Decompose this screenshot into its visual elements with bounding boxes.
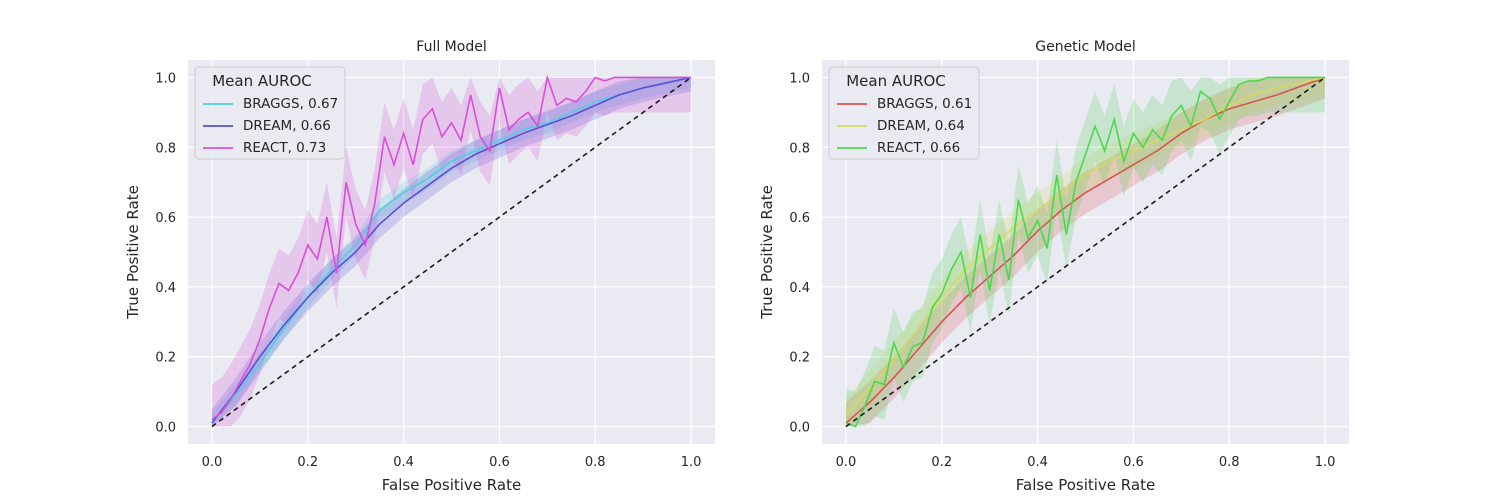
series-line: [211, 76, 692, 424]
series-line: [845, 76, 1326, 417]
legend-box: [828, 66, 980, 160]
y-tick-label: 1.0: [155, 71, 176, 86]
legend-entry: BRAGGS, 0.61: [877, 96, 972, 112]
x-axis-label: False Positive Rate: [1016, 476, 1155, 494]
x-tick-label: 0.8: [1219, 455, 1240, 470]
series-line: [211, 74, 692, 421]
chart-panel-1: 0.0 0.2 0.4 0.6 0.8 1.0 0.0 0.2 0.4 0.6 0.8 1.0 Full…: [124, 39, 715, 494]
legend: Mean AUROC BRAGGS, 0.67 DREAM, 0.66 REACT, …: [194, 66, 346, 160]
legend-entry: REACT, 0.66: [877, 140, 960, 156]
x-tick-label: 0.4: [393, 455, 414, 470]
y-axis-label: True Positive Rate: [124, 185, 142, 320]
x-axis-label: False Positive Rate: [382, 476, 521, 494]
x-tick-label: 0.6: [489, 455, 510, 470]
y-tick-label: 1.0: [789, 71, 810, 86]
x-tick-label: 0.2: [297, 455, 318, 470]
x-tick-label: 0.6: [1123, 455, 1144, 470]
x-tick-label: 0.2: [931, 455, 952, 470]
y-tick-label: 0.8: [789, 141, 810, 156]
legend-entry: BRAGGS, 0.67: [243, 96, 338, 112]
chart-panel-2: 0.0 0.2 0.4 0.6 0.8 1.0 0.0 0.2 0.4 0.6 0.8 1.0 Gene…: [758, 39, 1349, 494]
x-tick-label: 1.0: [1315, 455, 1336, 470]
legend-entry: REACT, 0.73: [243, 140, 326, 156]
legend-title: Mean AUROC: [212, 72, 312, 90]
legend-entry: DREAM, 0.66: [243, 118, 331, 134]
y-tick-label: 0.6: [155, 211, 176, 226]
legend-entry: DREAM, 0.64: [877, 118, 965, 134]
legend-box: [194, 66, 346, 160]
x-tick-label: 0.8: [585, 455, 606, 470]
y-tick-label: 0.4: [789, 281, 810, 296]
y-tick-label: 0.2: [155, 351, 176, 366]
y-tick-label: 0.8: [155, 141, 176, 156]
series-line: [845, 76, 1326, 424]
chart-title: Full Model: [416, 39, 486, 55]
series-line: [845, 76, 1326, 428]
y-axis-label: True Positive Rate: [758, 185, 776, 320]
x-tick-label: 0.0: [202, 455, 223, 470]
x-tick-label: 0.4: [1027, 455, 1048, 470]
y-tick-label: 0.4: [155, 281, 176, 296]
y-tick-label: 0.2: [789, 351, 810, 366]
x-tick-label: 1.0: [681, 455, 702, 470]
legend: Mean AUROC BRAGGS, 0.61 DREAM, 0.64 REACT, …: [828, 66, 980, 160]
chart-title: Genetic Model: [1035, 39, 1136, 55]
y-tick-label: 0.6: [789, 211, 810, 226]
y-tick-label: 0.0: [789, 421, 810, 436]
series-line: [211, 76, 692, 424]
x-tick-label: 0.0: [836, 455, 857, 470]
legend-title: Mean AUROC: [846, 72, 946, 90]
y-tick-label: 0.0: [155, 421, 176, 436]
